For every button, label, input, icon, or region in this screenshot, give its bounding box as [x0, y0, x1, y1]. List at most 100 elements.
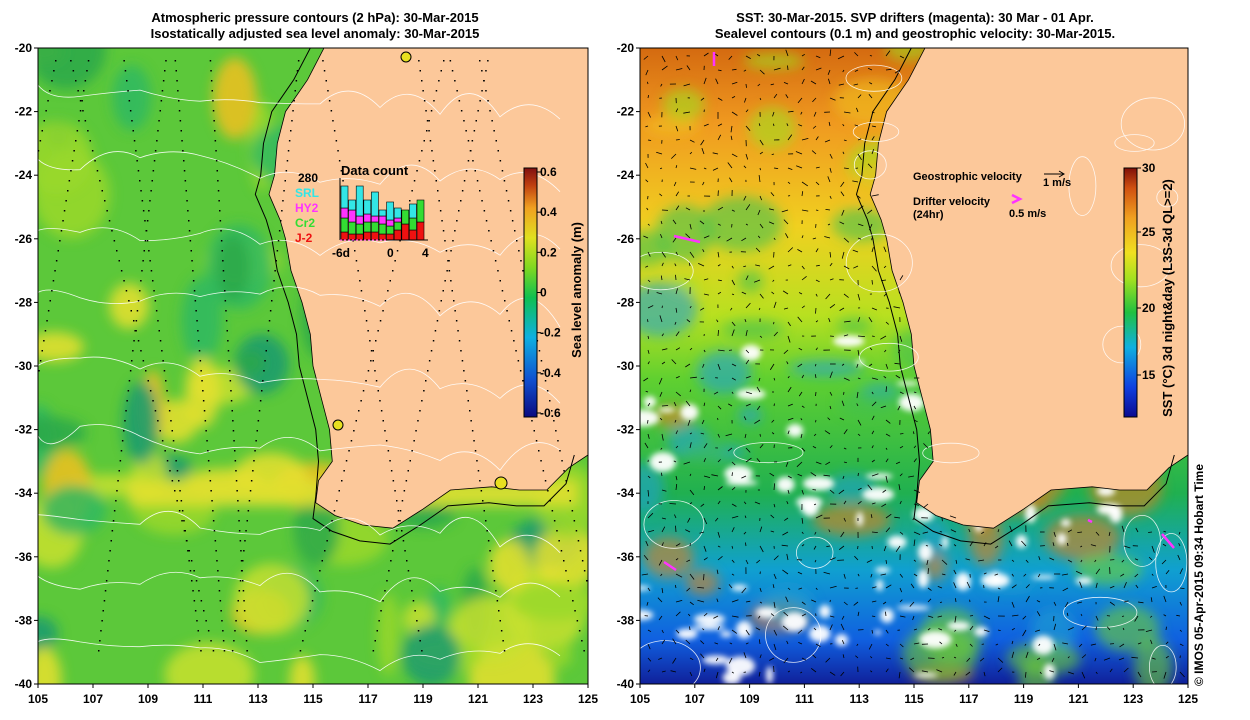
inset-bar: [348, 221, 356, 235]
y-tick-label: -24: [15, 168, 33, 182]
inset-bar: [348, 209, 356, 223]
inset-bar: [355, 223, 364, 235]
inset-bar: [409, 203, 417, 219]
inset-bar: [355, 233, 364, 241]
inset-bar: [393, 229, 402, 241]
y-tick-label: -30: [617, 359, 635, 373]
left-map: [38, 48, 588, 684]
colorbar-tick: 30: [1142, 161, 1156, 175]
inset-tick-2: 4: [422, 246, 429, 260]
drifter-track: [663, 560, 677, 572]
left-panel-title: Atmospheric pressure contours (2 hPa): 3…: [40, 10, 590, 42]
inset-tick-0: -6d: [332, 246, 350, 260]
inset-bar: [340, 217, 349, 233]
inset-tick-1: 0: [387, 246, 394, 260]
y-tick-label: -20: [15, 41, 33, 55]
x-tick-label: 105: [28, 692, 48, 706]
y-tick-label: -22: [617, 105, 635, 119]
y-tick-label: -20: [617, 41, 635, 55]
inset-bar: [378, 223, 387, 235]
sla-colorbar: 0.6 0.4 0.2 0 -0.2 -0.4 -0.6 Sea level anomaly…: [523, 165, 584, 420]
drifter-velocity-label: Drifter velocity: [913, 196, 991, 208]
inset-bar: [340, 231, 349, 241]
x-tick-label: 125: [1178, 692, 1198, 706]
drifter-velocity-arrow: [1011, 193, 1023, 205]
drifter-track: [673, 234, 701, 244]
left-title-line2: Isostatically adjusted sea level anomaly…: [150, 26, 480, 41]
x-tick-label: 107: [83, 692, 103, 706]
colorbar-tick: 15: [1142, 368, 1156, 382]
drifter-track: [1087, 518, 1093, 524]
x-tick-label: 123: [1123, 692, 1143, 706]
x-tick-label: 117: [358, 692, 378, 706]
inset-bar: [386, 225, 394, 235]
inset-legend-item: Cr2: [295, 216, 315, 230]
colorbar-tick: 20: [1142, 301, 1156, 315]
imos-credit: © IMOS 05-Apr-2015 09:34 Hobart Time: [1192, 463, 1206, 686]
y-tick-label: -30: [15, 359, 33, 373]
sst-colorbar-label: SST (°C) 3d night&day (L3S-3d QL>=2): [1160, 179, 1175, 417]
y-tick-label: -40: [617, 677, 635, 691]
inset-legend-item: J-2: [295, 231, 313, 245]
inset-bar: [363, 221, 372, 233]
right-panel-title: SST: 30-Mar-2015. SVP drifters (magenta)…: [640, 10, 1190, 42]
y-tick-label: -34: [15, 486, 33, 500]
inset-bar: [393, 221, 402, 231]
inset-bar: [393, 217, 402, 223]
inset-legend-item: SRL: [295, 186, 319, 200]
x-tick-label: 115: [303, 692, 323, 706]
drifter-velocity-sub: (24hr): [913, 209, 944, 221]
inset-bar: [416, 199, 425, 223]
tide-gauge-marker: [400, 51, 412, 63]
x-tick-label: 111: [795, 692, 814, 706]
left-title-line1: Atmospheric pressure contours (2 hPa): 3…: [151, 10, 479, 25]
inset-bar: [363, 199, 372, 215]
y-tick-label: -36: [617, 550, 635, 564]
inset-bar: [409, 217, 417, 231]
tide-gauge-marker: [332, 419, 344, 431]
inset-bar: [355, 185, 364, 217]
y-tick-label: -34: [617, 486, 635, 500]
inset-bar: [386, 201, 394, 221]
drifter-track: [1161, 533, 1175, 549]
inset-title: Data count: [341, 163, 409, 178]
inset-bar: [348, 233, 356, 241]
y-tick-label: -26: [617, 232, 635, 246]
x-tick-label: 119: [413, 692, 433, 706]
inset-bar: [348, 199, 356, 211]
inset-bar: [371, 215, 379, 223]
colorbar-tick: -0.2: [540, 326, 561, 340]
right-title-line1: SST: 30-Mar-2015. SVP drifters (magenta)…: [736, 10, 1094, 25]
geo-velocity-label: Geostrophic velocity: [913, 171, 1023, 183]
y-tick-label: -40: [15, 677, 33, 691]
x-tick-label: 117: [959, 692, 979, 706]
x-tick-label: 121: [468, 692, 488, 706]
inset-bar: [340, 185, 349, 209]
inset-total: 280: [298, 171, 318, 185]
y-tick-label: -32: [617, 423, 635, 437]
inset-bar: [363, 231, 372, 241]
x-tick-label: 109: [138, 692, 158, 706]
y-tick-label: -38: [15, 613, 33, 627]
x-tick-label: 115: [904, 692, 924, 706]
inset-bar: [378, 209, 387, 217]
inset-bar: [371, 191, 379, 217]
inset-legend-item: HY2: [295, 201, 319, 215]
velocity-legend: Geostrophic velocity 1 m/s Drifter veloc…: [913, 170, 1071, 221]
y-tick-label: -24: [617, 168, 635, 182]
x-tick-label: 125: [578, 692, 598, 706]
sst-colorbar: 30 25 20 15 SST (°C) 3d night&day (L3S-3d Q…: [1123, 161, 1175, 418]
y-tick-label: -36: [15, 550, 33, 564]
tide-gauge-marker: [494, 476, 508, 490]
x-tick-label: 119: [1014, 692, 1034, 706]
x-tick-label: 109: [740, 692, 760, 706]
inset-bar: [371, 221, 379, 233]
inset-bar: [355, 215, 364, 225]
x-tick-label: 111: [194, 692, 213, 706]
x-tick-label: 105: [630, 692, 650, 706]
colorbar-tick: 0: [540, 286, 547, 300]
colorbar-tick: 25: [1142, 225, 1156, 239]
colorbar-tick: -0.6: [540, 406, 561, 420]
